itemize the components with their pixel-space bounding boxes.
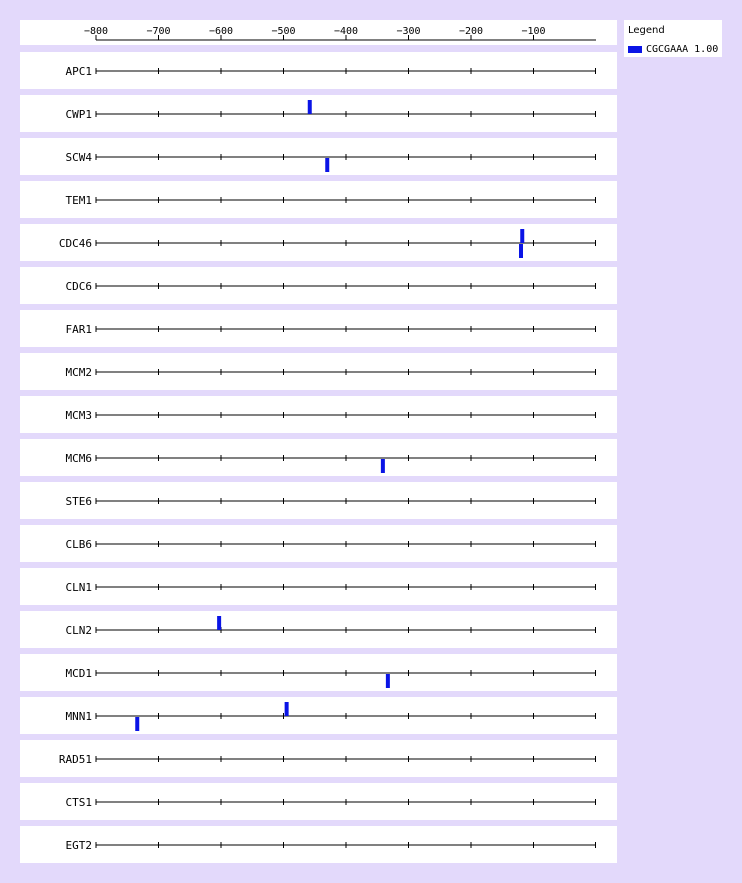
gene-label: STE6 xyxy=(66,495,93,508)
gene-label: MCM2 xyxy=(66,366,93,379)
binding-site-mark xyxy=(217,616,222,630)
x-tick-label: −600 xyxy=(209,26,233,37)
gene-label: APC1 xyxy=(66,65,93,78)
x-tick-label: −200 xyxy=(459,26,483,37)
x-tick-label: −400 xyxy=(334,26,358,37)
gene-label: CLB6 xyxy=(66,538,93,551)
gene-label: CDC6 xyxy=(66,280,93,293)
legend-title: Legend xyxy=(628,25,665,36)
x-tick-label: −300 xyxy=(396,26,420,37)
gene-label: CLN2 xyxy=(66,624,93,637)
x-tick-label: −500 xyxy=(271,26,295,37)
binding-site-mark xyxy=(519,244,523,258)
x-tick-label: −700 xyxy=(146,26,170,37)
binding-site-mark xyxy=(307,100,312,114)
gene-label: FAR1 xyxy=(66,323,93,336)
x-tick-label: −800 xyxy=(84,26,108,37)
binding-site-mark xyxy=(135,717,140,731)
gene-label: MNN1 xyxy=(66,710,93,723)
gene-label: MCM6 xyxy=(66,452,93,465)
axis-panel xyxy=(20,20,617,45)
gene-label: EGT2 xyxy=(66,839,93,852)
gene-label: MCM3 xyxy=(66,409,93,422)
legend-swatch xyxy=(628,46,642,53)
gene-label: CDC46 xyxy=(59,237,92,250)
binding-site-mark xyxy=(325,158,330,172)
gene-label: TEM1 xyxy=(66,194,93,207)
binding-site-mark xyxy=(520,229,525,243)
gene-label: SCW4 xyxy=(66,151,93,164)
binding-site-mark xyxy=(284,702,289,716)
binding-site-mark xyxy=(385,674,390,688)
gene-label: MCD1 xyxy=(66,667,93,680)
legend-label: CGCGAAA 1.00 xyxy=(646,44,719,55)
binding-site-mark xyxy=(380,459,385,473)
gene-label: CLN1 xyxy=(66,581,93,594)
legend: Legend CGCGAAA 1.00 xyxy=(624,20,722,57)
gene-label: CWP1 xyxy=(66,108,93,121)
gene-label: CTS1 xyxy=(66,796,93,809)
gene-label: RAD51 xyxy=(59,753,92,766)
x-tick-label: −100 xyxy=(521,26,545,37)
